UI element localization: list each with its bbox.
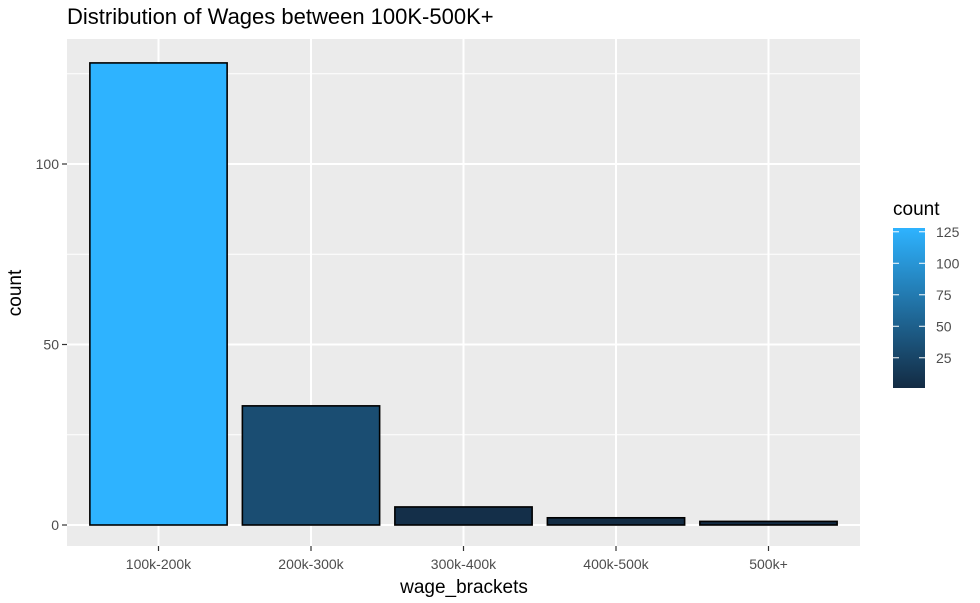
bar-500k+ <box>699 520 838 526</box>
bars <box>89 62 838 526</box>
x-tick-label: 400k-500k <box>583 556 649 572</box>
legend-tick-label: 50 <box>936 318 952 334</box>
y-tick-label: 50 <box>43 337 59 353</box>
bar-300k-400k <box>394 506 533 526</box>
x-axis-ticks: 100k-200k 200k-300k 300k-400k 400k-500k 500k… <box>126 546 788 572</box>
y-tick-label: 0 <box>51 517 59 533</box>
bar-400k-500k <box>546 516 686 526</box>
x-tick-label: 500k+ <box>749 556 788 572</box>
bar-200k-300k <box>241 405 381 526</box>
bar-100k-200k <box>89 62 228 526</box>
x-tick-label: 100k-200k <box>126 556 192 572</box>
legend-ticks: 25 50 75 100 125 <box>893 224 960 366</box>
y-axis-ticks: 0 50 100 <box>36 156 67 533</box>
legend-tick-label: 100 <box>936 255 960 271</box>
legend-title: count <box>893 199 940 220</box>
legend-tick-label: 25 <box>936 350 952 366</box>
legend-tick-label: 75 <box>936 287 952 303</box>
x-axis-title: wage_brackets <box>399 577 528 598</box>
colorbar <box>893 228 925 388</box>
color-legend: count 25 50 75 100 125 <box>893 199 960 388</box>
x-tick-label: 300k-400k <box>431 556 497 572</box>
legend-tick-label: 125 <box>936 224 960 240</box>
chart-title: Distribution of Wages between 100K-500K+ <box>67 4 494 29</box>
x-tick-label: 200k-300k <box>278 556 344 572</box>
y-tick-label: 100 <box>36 156 60 172</box>
y-axis-title: count <box>5 269 26 316</box>
